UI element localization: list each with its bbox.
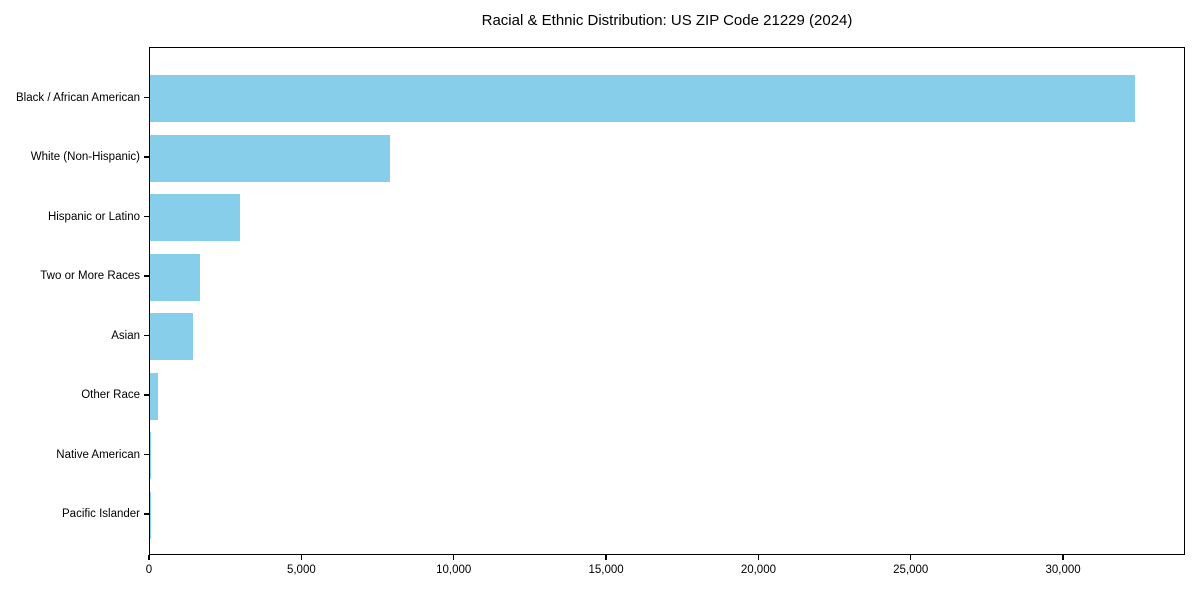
y-axis-tick (144, 215, 149, 218)
x-tick-label: 25,000 (893, 564, 929, 576)
x-axis-tick (148, 555, 150, 560)
bar-two-or-more-races (150, 253, 201, 301)
bar-native-american (150, 432, 152, 479)
bar-black-african-american (150, 75, 1136, 122)
x-tick-label: 5,000 (286, 564, 316, 576)
x-axis-tick (300, 555, 302, 560)
y-axis-tick (144, 156, 149, 158)
x-tick-label: 20,000 (740, 564, 776, 576)
y-tick-label: Asian (111, 329, 140, 342)
bar-asian (150, 313, 193, 360)
x-axis-tick (605, 555, 607, 560)
y-axis-tick (144, 453, 149, 456)
y-tick-label: Native American (56, 448, 140, 461)
bar-white-non-hispanic (150, 134, 391, 182)
y-axis-tick (144, 275, 149, 277)
x-axis-tick (1062, 555, 1064, 560)
y-axis-tick (144, 334, 149, 337)
y-axis-tick (144, 394, 149, 396)
x-tick-label: 15,000 (588, 564, 624, 576)
y-tick-label: White (Non-Hispanic) (30, 151, 140, 163)
y-tick-label: Two or More Races (40, 270, 140, 282)
plot-area (149, 47, 1185, 555)
y-tick-label: Pacific Islander (62, 508, 140, 520)
x-tick-label: 30,000 (1045, 564, 1081, 576)
x-axis-tick (910, 555, 912, 560)
chart-title: Racial & Ethnic Distribution: US ZIP Cod… (481, 12, 853, 29)
y-tick-label: Other Race (81, 389, 140, 401)
x-tick-label: 0 (145, 564, 153, 576)
x-tick-label: 10,000 (436, 564, 472, 576)
y-tick-label: Hispanic or Latino (47, 210, 140, 223)
bar-hispanic-or-latino (150, 194, 240, 241)
y-axis-tick (144, 96, 149, 99)
y-axis-tick (144, 513, 149, 515)
bar-other-race (150, 372, 159, 420)
y-tick-label: Black / African American (16, 91, 140, 104)
x-axis-tick (453, 555, 455, 560)
x-axis-tick (757, 555, 760, 560)
